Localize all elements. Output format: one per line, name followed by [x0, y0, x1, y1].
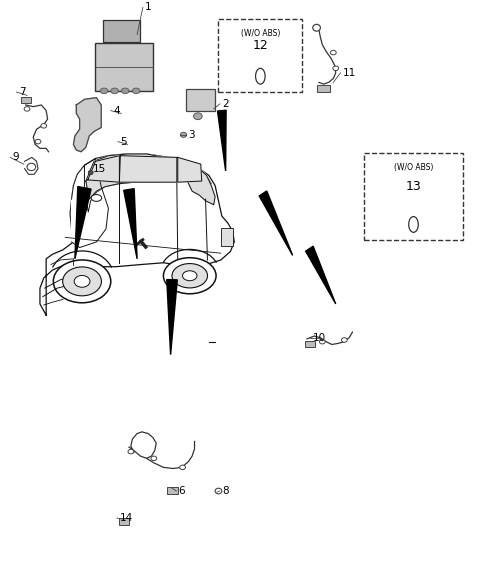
Ellipse shape [63, 267, 101, 296]
Bar [317, 85, 330, 92]
Ellipse shape [128, 449, 134, 454]
Ellipse shape [27, 163, 36, 171]
Bar [221, 228, 233, 246]
Polygon shape [84, 154, 211, 212]
Ellipse shape [255, 68, 265, 84]
Polygon shape [40, 154, 234, 315]
Text: 5: 5 [120, 137, 127, 146]
Polygon shape [88, 156, 120, 182]
Bar [186, 89, 215, 111]
Ellipse shape [341, 338, 347, 342]
Polygon shape [178, 158, 202, 182]
Ellipse shape [180, 132, 187, 137]
Polygon shape [187, 168, 215, 205]
Text: 4: 4 [113, 106, 120, 116]
Bar [218, 19, 302, 92]
Polygon shape [73, 98, 101, 152]
Ellipse shape [41, 124, 47, 128]
Ellipse shape [53, 260, 111, 303]
Ellipse shape [172, 263, 207, 288]
Ellipse shape [180, 465, 185, 470]
Ellipse shape [333, 66, 338, 71]
Polygon shape [75, 186, 91, 259]
Text: 1: 1 [145, 2, 152, 12]
Polygon shape [167, 280, 177, 355]
Ellipse shape [74, 276, 90, 287]
Bar [167, 487, 178, 494]
Text: (W/O ABS): (W/O ABS) [240, 29, 280, 38]
Text: (W/O ABS): (W/O ABS) [394, 163, 433, 172]
Ellipse shape [330, 50, 336, 55]
Text: 7: 7 [19, 87, 25, 97]
Text: 14: 14 [120, 513, 132, 523]
Polygon shape [86, 154, 187, 199]
Ellipse shape [320, 340, 325, 344]
Ellipse shape [121, 88, 129, 94]
Ellipse shape [88, 171, 93, 175]
Bar [305, 341, 315, 347]
Polygon shape [124, 189, 137, 259]
Text: 11: 11 [343, 68, 356, 78]
Bar [364, 153, 463, 240]
Ellipse shape [151, 456, 157, 460]
Bar [120, 518, 129, 525]
Ellipse shape [111, 88, 119, 94]
Polygon shape [120, 156, 177, 182]
Ellipse shape [182, 271, 197, 281]
Text: 10: 10 [313, 333, 326, 343]
Ellipse shape [408, 216, 418, 232]
Text: 2: 2 [222, 99, 229, 109]
Polygon shape [217, 110, 226, 171]
Text: 8: 8 [222, 486, 228, 496]
Bar [21, 97, 31, 103]
Bar [103, 20, 140, 42]
Text: 9: 9 [12, 153, 19, 162]
Ellipse shape [215, 488, 222, 494]
Text: 3: 3 [188, 130, 195, 140]
Ellipse shape [132, 88, 140, 94]
Text: 12: 12 [252, 39, 268, 52]
Ellipse shape [100, 88, 108, 94]
Text: 15: 15 [93, 164, 106, 173]
Polygon shape [72, 159, 108, 247]
Ellipse shape [313, 24, 321, 31]
Polygon shape [259, 191, 293, 255]
Ellipse shape [91, 194, 102, 201]
Ellipse shape [35, 140, 41, 144]
Text: 13: 13 [406, 180, 421, 193]
Ellipse shape [24, 107, 30, 111]
Ellipse shape [193, 113, 202, 120]
Bar [96, 43, 153, 91]
Ellipse shape [163, 258, 216, 294]
Polygon shape [306, 246, 336, 304]
Text: 6: 6 [179, 486, 185, 496]
